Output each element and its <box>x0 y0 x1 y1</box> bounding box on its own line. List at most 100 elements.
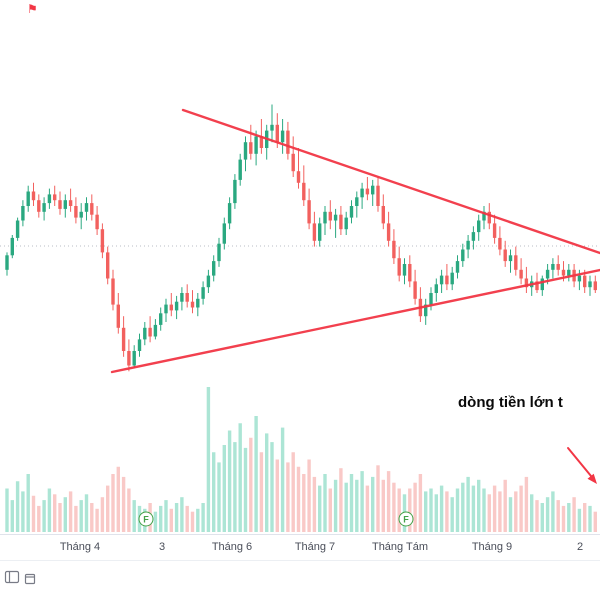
volume-bar <box>524 476 529 532</box>
volume-bar <box>42 500 46 532</box>
volume-bar <box>318 485 322 532</box>
candle-body <box>376 185 380 206</box>
candle-body <box>243 142 248 160</box>
volume-bar <box>302 474 306 532</box>
candle-body <box>413 281 417 299</box>
volume-bar <box>466 476 470 532</box>
candle-body <box>106 252 110 279</box>
candle-body <box>535 281 539 291</box>
candle-body <box>132 351 136 366</box>
candle-body <box>471 232 476 241</box>
volume-bar <box>106 485 110 532</box>
financial-report-marker[interactable]: F <box>398 511 414 527</box>
candle-body <box>180 293 184 302</box>
triangle-drawing[interactable] <box>110 108 600 374</box>
volume-bar <box>68 491 73 532</box>
volume-bar <box>270 442 274 532</box>
candle-body <box>127 351 131 366</box>
candle-body <box>291 153 295 172</box>
candle-body <box>477 220 481 233</box>
annotation-text[interactable]: dòng tiền lớn t <box>458 394 563 411</box>
volume-bar <box>530 494 534 532</box>
candle-body <box>556 264 560 270</box>
time-axis-label: Tháng 6 <box>211 541 253 553</box>
candle-body <box>328 211 332 221</box>
volume-bar <box>79 500 83 532</box>
candle-body <box>508 255 513 262</box>
candle-body <box>588 281 592 288</box>
time-axis-label: 3 <box>158 541 166 553</box>
candle-body <box>217 243 221 262</box>
candle-body <box>482 211 486 221</box>
candle-body <box>116 304 120 328</box>
candle-body <box>360 188 364 198</box>
candle-body <box>190 301 195 308</box>
candle-body <box>47 194 52 204</box>
volume-bar <box>461 482 465 532</box>
candle-body <box>503 249 507 262</box>
financial-report-marker[interactable]: F <box>138 511 154 527</box>
candle-body <box>392 240 396 259</box>
candle-body <box>143 327 147 340</box>
candle-body <box>164 304 168 314</box>
candle-body <box>84 203 89 212</box>
candle-body <box>90 203 94 215</box>
volume-bar <box>439 485 444 532</box>
volume-bar <box>53 494 57 532</box>
volume-bar <box>153 511 158 532</box>
candle-body <box>344 217 348 230</box>
triangle-lower-line[interactable] <box>110 268 600 374</box>
arrow-drawing[interactable] <box>567 447 597 484</box>
volume-bar <box>58 503 62 532</box>
arrow-head <box>587 473 597 484</box>
time-axis-label: Tháng 7 <box>294 541 336 553</box>
candle-body <box>286 130 290 154</box>
candle-body <box>238 159 242 180</box>
volume-bar <box>275 459 279 532</box>
time-axis[interactable]: Tháng 4 3 Tháng 6 Tháng 7 Tháng Tám Tháng 9 2 <box>0 534 600 561</box>
volume-bar <box>482 488 486 532</box>
candle-body <box>561 269 566 276</box>
volume-bar <box>418 474 423 532</box>
volume-bar <box>74 505 78 532</box>
candle-body <box>519 269 523 279</box>
candle-body <box>42 203 46 212</box>
candle-body <box>365 188 370 195</box>
candle-body <box>270 124 274 131</box>
volume-bar <box>514 491 518 532</box>
candle-body <box>159 313 163 325</box>
candle-body <box>302 182 306 201</box>
volume-bar <box>196 508 200 532</box>
volume-bar <box>259 452 264 532</box>
panel-toggle-icon[interactable] <box>4 569 20 585</box>
volume-bar <box>413 482 417 532</box>
candle-body <box>445 275 449 285</box>
candle-body <box>254 136 258 154</box>
volume-bar <box>392 482 396 532</box>
candle-body <box>137 339 142 351</box>
volume-bar <box>593 511 597 532</box>
volume-bar <box>159 505 163 532</box>
price-chart-canvas[interactable] <box>0 0 600 560</box>
volume-bar <box>344 482 348 532</box>
candle-body <box>408 264 412 282</box>
volume-bar <box>349 474 354 532</box>
triangle-upper-line[interactable] <box>181 108 600 255</box>
candle-body <box>15 220 20 238</box>
candle-body <box>487 211 491 224</box>
candle-body <box>318 223 322 241</box>
time-axis-label: Tháng Tám <box>371 541 429 553</box>
volume-bar <box>10 500 14 532</box>
candle-body <box>222 223 226 244</box>
volume-bar <box>572 497 576 532</box>
volume-bar <box>206 387 211 532</box>
volume-pane <box>5 387 597 532</box>
volume-bar <box>26 474 30 532</box>
volume-bar <box>296 466 301 532</box>
candle-body <box>53 194 57 201</box>
volume-bar <box>254 416 258 532</box>
volume-bar <box>312 476 317 532</box>
date-range-icon[interactable] <box>24 573 36 585</box>
candle-body <box>212 261 216 276</box>
volume-bar <box>180 497 184 532</box>
